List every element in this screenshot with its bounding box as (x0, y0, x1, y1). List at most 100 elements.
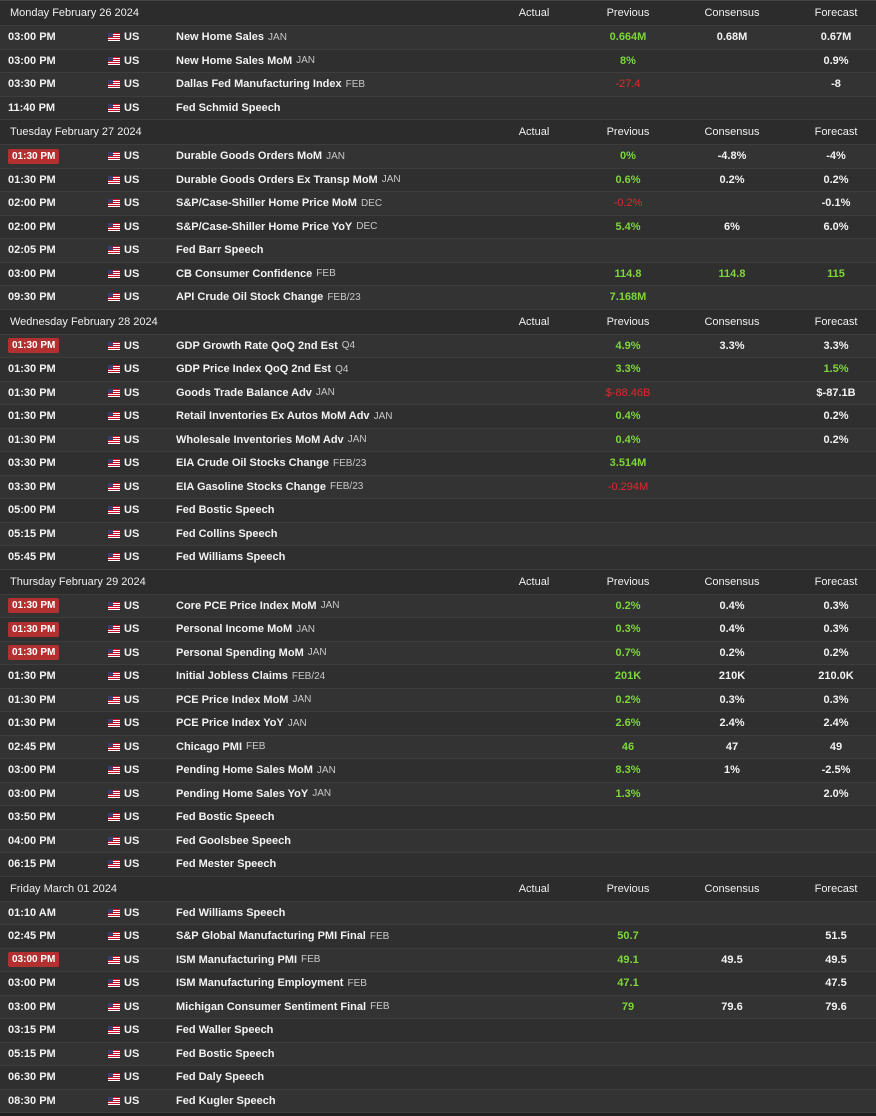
event-name-cell[interactable]: GDP Price Index QoQ 2nd Est Q4 (176, 358, 348, 381)
event-name-cell[interactable]: New Home Sales JAN (176, 26, 287, 49)
event-row[interactable]: 03:50 PM US Fed Bostic Speech (0, 806, 876, 830)
event-name-cell[interactable]: Fed Schmid Speech (176, 97, 281, 120)
event-name[interactable]: Chicago PMI (176, 740, 243, 753)
event-name-cell[interactable]: New Home Sales MoM JAN (176, 50, 315, 73)
event-name-cell[interactable]: Fed Barr Speech (176, 239, 263, 262)
event-name-cell[interactable]: CB Consumer Confidence FEB (176, 263, 336, 286)
event-name-cell[interactable]: Chicago PMI FEB (176, 736, 265, 759)
event-name-cell[interactable]: Fed Williams Speech (176, 546, 285, 569)
event-name-cell[interactable]: Fed Daly Speech (176, 1066, 264, 1089)
event-row[interactable]: 03:00 PM US New Home Sales MoM JAN 8% 0.9% (0, 49, 876, 73)
event-row[interactable]: 01:30 PM US Durable Goods Orders Ex Transp… (0, 168, 876, 192)
event-name-cell[interactable]: S&P/Case-Shiller Home Price MoM DEC (176, 192, 382, 215)
event-name-cell[interactable]: Wholesale Inventories MoM Adv JAN (176, 429, 367, 452)
event-row[interactable]: 09:30 PM US API Crude Oil Stock Change FEB/… (0, 286, 876, 310)
event-name-cell[interactable]: PCE Price Index YoY JAN (176, 712, 307, 735)
event-name[interactable]: EIA Crude Oil Stocks Change (176, 457, 330, 470)
event-row[interactable]: 05:45 PM US Fed Williams Speech (0, 546, 876, 570)
event-name[interactable]: Fed Williams Speech (176, 906, 286, 919)
event-row[interactable]: 01:30 PM US Personal Income MoM JAN 0.3% 0.4%… (0, 618, 876, 642)
event-name[interactable]: PCE Price Index YoY (176, 717, 284, 730)
event-row[interactable]: 01:30 PM US Personal Spending MoM JAN 0.7% 0.… (0, 641, 876, 665)
event-name[interactable]: Goods Trade Balance Adv (176, 386, 312, 399)
event-name-cell[interactable]: Fed Waller Speech (176, 1019, 273, 1042)
event-name[interactable]: Fed Collins Speech (176, 527, 278, 540)
event-name[interactable]: Fed Bostic Speech (176, 1047, 275, 1060)
event-name-cell[interactable]: Fed Goolsbee Speech (176, 830, 291, 853)
event-row[interactable]: 05:00 PM US Fed Bostic Speech (0, 499, 876, 523)
event-row[interactable]: 05:15 PM US Fed Collins Speech (0, 522, 876, 546)
event-name[interactable]: New Home Sales (176, 31, 265, 44)
event-name[interactable]: Pending Home Sales MoM (176, 764, 313, 777)
event-name[interactable]: Personal Income MoM (176, 623, 293, 636)
event-row[interactable]: 03:00 PM US New Home Sales JAN 0.664M 0.68M 0.… (0, 26, 876, 50)
event-row[interactable]: 03:30 PM US EIA Gasoline Stocks Change FEB/… (0, 475, 876, 499)
event-row[interactable]: 06:30 PM US Fed Daly Speech (0, 1066, 876, 1090)
event-row[interactable]: 01:30 PM US GDP Growth Rate QoQ 2nd Est Q4 4… (0, 334, 876, 358)
event-row[interactable]: 03:00 PM US Pending Home Sales MoM JAN 8.3% 1… (0, 759, 876, 783)
event-name[interactable]: Michigan Consumer Sentiment Final (176, 1000, 367, 1013)
event-name-cell[interactable]: Initial Jobless Claims FEB/24 (176, 665, 325, 688)
event-name-cell[interactable]: Fed Mester Speech (176, 853, 276, 876)
event-name[interactable]: Fed Waller Speech (176, 1024, 274, 1037)
event-name-cell[interactable]: Fed Kugler Speech (176, 1090, 276, 1113)
event-name[interactable]: GDP Price Index QoQ 2nd Est (176, 363, 332, 376)
event-name[interactable]: CB Consumer Confidence (176, 267, 313, 280)
event-row[interactable]: 08:30 PM US Fed Kugler Speech (0, 1089, 876, 1113)
event-row[interactable]: 01:30 PM US Durable Goods Orders MoM JAN 0% -… (0, 145, 876, 169)
event-name-cell[interactable]: Michigan Consumer Sentiment Final FEB (176, 996, 390, 1019)
event-name-cell[interactable]: ISM Manufacturing PMI FEB (176, 949, 320, 972)
event-name[interactable]: S&P/Case-Shiller Home Price MoM (176, 197, 357, 210)
event-row[interactable]: 03:00 PM US Michigan Consumer Sentiment Fi… (0, 995, 876, 1019)
event-row[interactable]: 01:10 AM US Fed Williams Speech (0, 901, 876, 925)
event-name-cell[interactable]: Fed Bostic Speech (176, 1043, 274, 1066)
event-name[interactable]: EIA Gasoline Stocks Change (176, 480, 326, 493)
event-name[interactable]: Pending Home Sales YoY (176, 787, 309, 800)
event-row[interactable]: 03:00 PM US ISM Manufacturing Employment FE… (0, 972, 876, 996)
event-name[interactable]: S&P/Case-Shiller Home Price YoY (176, 220, 353, 233)
event-name[interactable]: GDP Growth Rate QoQ 2nd Est (176, 339, 338, 352)
event-name-cell[interactable]: Fed Collins Speech (176, 523, 277, 546)
event-name-cell[interactable]: Durable Goods Orders MoM JAN (176, 145, 345, 168)
event-name-cell[interactable]: Pending Home Sales YoY JAN (176, 783, 331, 806)
event-name[interactable]: S&P Global Manufacturing PMI Final (176, 930, 366, 943)
event-name-cell[interactable]: Dallas Fed Manufacturing Index FEB (176, 73, 365, 96)
event-row[interactable]: 01:30 PM US Core PCE Price Index MoM JAN 0.2… (0, 594, 876, 618)
event-row[interactable]: 01:30 PM US Retail Inventories Ex Autos Mo… (0, 405, 876, 429)
event-name[interactable]: Personal Spending MoM (176, 646, 304, 659)
event-name-cell[interactable]: API Crude Oil Stock Change FEB/23 (176, 286, 361, 309)
event-row[interactable]: 01:30 PM US PCE Price Index YoY JAN 2.6% 2.4%… (0, 712, 876, 736)
event-name[interactable]: PCE Price Index MoM (176, 693, 289, 706)
event-name[interactable]: API Crude Oil Stock Change (176, 291, 324, 304)
event-row[interactable]: 01:30 PM US Initial Jobless Claims FEB/24 20… (0, 665, 876, 689)
event-row[interactable]: 03:15 PM US Fed Waller Speech (0, 1019, 876, 1043)
event-name[interactable]: Fed Mester Speech (176, 858, 277, 871)
event-name-cell[interactable]: S&P/Case-Shiller Home Price YoY DEC (176, 216, 377, 239)
event-row[interactable]: 03:30 PM US Dallas Fed Manufacturing Index… (0, 73, 876, 97)
event-name[interactable]: Fed Schmid Speech (176, 101, 281, 114)
event-name-cell[interactable]: GDP Growth Rate QoQ 2nd Est Q4 (176, 335, 355, 358)
event-name[interactable]: Durable Goods Orders MoM (176, 150, 323, 163)
event-row[interactable]: 06:15 PM US Fed Mester Speech (0, 853, 876, 877)
event-name-cell[interactable]: Core PCE Price Index MoM JAN (176, 595, 340, 618)
event-name-cell[interactable]: Personal Spending MoM JAN (176, 642, 327, 665)
event-name[interactable]: Fed Williams Speech (176, 551, 286, 564)
event-name[interactable]: Fed Barr Speech (176, 244, 264, 257)
event-row[interactable]: 01:30 PM US GDP Price Index QoQ 2nd Est Q4 3… (0, 358, 876, 382)
event-name[interactable]: Fed Goolsbee Speech (176, 834, 291, 847)
event-name-cell[interactable]: Retail Inventories Ex Autos MoM Adv JAN (176, 405, 392, 428)
event-name[interactable]: New Home Sales MoM (176, 54, 293, 67)
event-row[interactable]: 02:45 PM US Chicago PMI FEB 46 47 49 (0, 735, 876, 759)
event-name-cell[interactable]: Fed Bostic Speech (176, 499, 274, 522)
event-name[interactable]: Fed Daly Speech (176, 1071, 265, 1084)
event-row[interactable]: 01:30 PM US Goods Trade Balance Adv JAN $-88… (0, 381, 876, 405)
event-row[interactable]: 01:30 PM US Wholesale Inventories MoM Adv J… (0, 428, 876, 452)
event-row[interactable]: 02:45 PM US S&P Global Manufacturing PMI F… (0, 925, 876, 949)
event-row[interactable]: 03:00 PM US Pending Home Sales YoY JAN 1.3% 2… (0, 782, 876, 806)
event-name-cell[interactable]: S&P Global Manufacturing PMI Final FEB (176, 925, 389, 948)
event-name[interactable]: Durable Goods Orders Ex Transp MoM (176, 173, 378, 186)
event-row[interactable]: 02:00 PM US S&P/Case-Shiller Home Price Mo… (0, 192, 876, 216)
event-name[interactable]: Retail Inventories Ex Autos MoM Adv (176, 410, 370, 423)
event-row[interactable]: 02:05 PM US Fed Barr Speech (0, 239, 876, 263)
event-name-cell[interactable]: ISM Manufacturing Employment FEB (176, 972, 367, 995)
